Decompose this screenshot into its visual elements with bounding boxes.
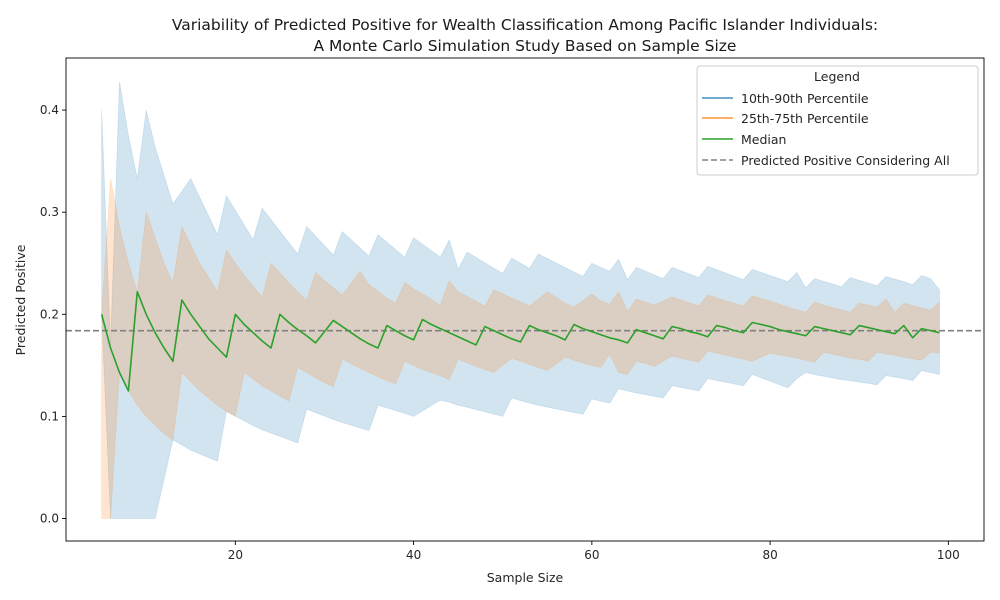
y-tick-label: 0.4 — [40, 103, 59, 117]
chart-title-line2: A Monte Carlo Simulation Study Based on … — [314, 37, 737, 55]
y-tick-label: 0.2 — [40, 307, 59, 321]
legend: Legend 10th-90th Percentile 25th-75th Pe… — [696, 65, 979, 176]
x-tick-label: 60 — [584, 548, 599, 562]
x-tick-label: 100 — [937, 548, 960, 562]
x-axis-label: Sample Size — [487, 570, 564, 585]
band-p10-90 — [101, 81, 940, 519]
band-p25-75 — [101, 178, 940, 519]
y-axis-label: Predicted Positive — [13, 244, 28, 355]
x-axis: 20 40 60 80 100 — [228, 541, 960, 562]
legend-label-p25-75: 25th-75th Percentile — [741, 111, 869, 126]
y-tick-label: 0.1 — [40, 409, 59, 423]
legend-title: Legend — [814, 69, 860, 84]
y-tick-label: 0.0 — [40, 512, 59, 526]
x-tick-label: 80 — [762, 548, 777, 562]
legend-label-reference: Predicted Positive Considering All — [741, 153, 950, 168]
median-line — [100, 291, 940, 392]
band-layer — [101, 81, 940, 519]
chart-title-line1: Variability of Predicted Positive for We… — [172, 16, 878, 34]
y-tick-label: 0.3 — [40, 205, 59, 219]
legend-frame — [696, 65, 979, 176]
y-axis: 0.0 0.1 0.2 0.3 0.4 — [40, 103, 66, 526]
x-tick-label: 40 — [406, 548, 421, 562]
line-layer — [66, 291, 984, 392]
plot-frame — [65, 57, 985, 542]
x-tick-label: 20 — [228, 548, 243, 562]
legend-label-median: Median — [741, 132, 786, 147]
legend-label-p10-90: 10th-90th Percentile — [741, 91, 869, 106]
